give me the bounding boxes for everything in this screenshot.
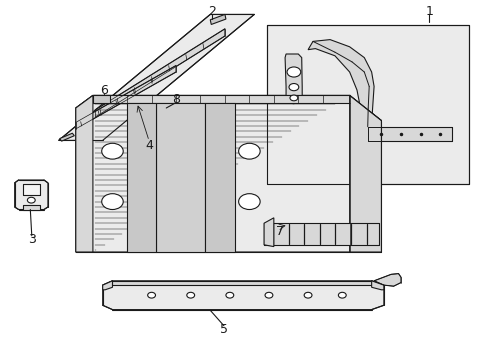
Polygon shape: [23, 205, 40, 210]
Polygon shape: [15, 180, 48, 210]
Circle shape: [289, 95, 297, 101]
Circle shape: [286, 67, 300, 77]
Text: 7: 7: [275, 225, 283, 238]
Circle shape: [304, 292, 311, 298]
Circle shape: [147, 292, 155, 298]
Circle shape: [102, 194, 123, 210]
Circle shape: [238, 194, 260, 210]
Polygon shape: [210, 14, 225, 24]
Polygon shape: [60, 133, 74, 141]
Circle shape: [225, 292, 233, 298]
Circle shape: [288, 84, 298, 91]
Text: 6: 6: [100, 84, 108, 97]
Polygon shape: [266, 25, 468, 184]
Text: 1: 1: [425, 5, 432, 18]
Polygon shape: [371, 281, 383, 290]
Polygon shape: [264, 223, 378, 245]
Polygon shape: [95, 29, 224, 117]
Polygon shape: [205, 103, 234, 252]
Polygon shape: [23, 184, 40, 195]
Text: 8: 8: [172, 93, 180, 105]
Circle shape: [264, 292, 272, 298]
Circle shape: [27, 197, 35, 203]
Circle shape: [102, 143, 123, 159]
Circle shape: [186, 292, 194, 298]
Circle shape: [338, 292, 346, 298]
Polygon shape: [349, 95, 381, 252]
Polygon shape: [76, 95, 381, 252]
Text: 2: 2: [207, 5, 215, 18]
Polygon shape: [102, 281, 112, 290]
Text: 4: 4: [145, 139, 153, 152]
Polygon shape: [102, 281, 383, 310]
Polygon shape: [367, 127, 451, 141]
Circle shape: [238, 143, 260, 159]
Polygon shape: [373, 274, 400, 286]
Polygon shape: [285, 54, 302, 104]
Polygon shape: [76, 95, 93, 252]
Polygon shape: [59, 14, 254, 140]
Text: 5: 5: [220, 323, 227, 336]
Text: 3: 3: [28, 233, 36, 246]
Polygon shape: [127, 103, 156, 252]
Polygon shape: [93, 95, 110, 103]
Polygon shape: [112, 281, 371, 285]
Polygon shape: [76, 66, 176, 129]
Polygon shape: [93, 95, 349, 103]
Polygon shape: [156, 103, 205, 252]
Polygon shape: [307, 40, 449, 148]
Polygon shape: [264, 218, 273, 247]
